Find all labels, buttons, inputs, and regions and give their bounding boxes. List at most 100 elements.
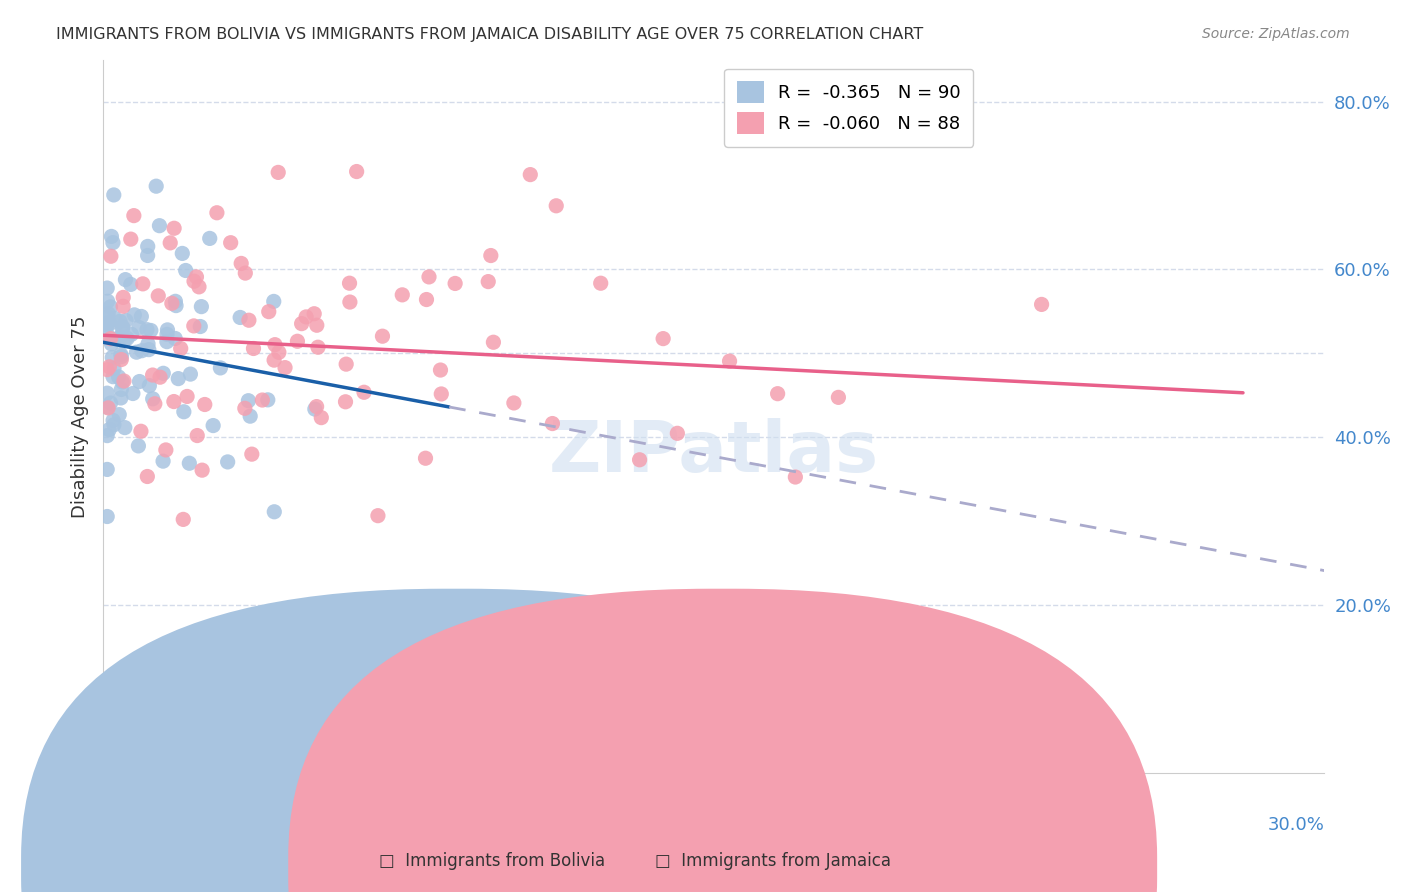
Point (430, 387, 453, 401)
Point (353, 385, 375, 400)
Point (163, 221, 186, 235)
Point (107, 332, 129, 346)
Point (124, 308, 146, 322)
Point (145, 179, 167, 194)
Point (167, 371, 190, 385)
Point (304, 402, 326, 417)
Point (96, 310, 118, 325)
Point (115, 313, 138, 327)
Point (263, 294, 285, 309)
Point (131, 343, 153, 358)
Point (100, 229, 122, 244)
Point (267, 165, 290, 179)
Point (110, 391, 132, 405)
Point (346, 164, 368, 178)
Point (186, 269, 208, 284)
Point (120, 232, 142, 246)
Point (103, 417, 125, 432)
Point (96, 281, 118, 295)
Point (101, 369, 124, 384)
Point (239, 409, 262, 424)
Point (718, 354, 741, 368)
Point (136, 239, 159, 253)
Point (335, 394, 357, 409)
Point (156, 327, 179, 342)
Point (142, 368, 165, 382)
Point (257, 304, 280, 318)
Point (287, 334, 309, 349)
Point (112, 299, 135, 313)
Point (502, 396, 524, 410)
Point (477, 275, 499, 289)
Point (179, 456, 201, 470)
Point (110, 383, 132, 397)
Point (131, 310, 153, 324)
Point (139, 323, 162, 337)
Point (546, 199, 568, 213)
Point (97, 294, 120, 309)
Point (98, 359, 121, 374)
Point (827, 390, 849, 404)
Point (125, 345, 148, 359)
Point (120, 277, 142, 292)
Point (127, 439, 149, 453)
Point (479, 248, 502, 262)
Point (110, 350, 132, 364)
Point (110, 352, 132, 367)
Point (156, 323, 179, 337)
Point (339, 295, 361, 310)
Point (100, 300, 122, 314)
Point (96, 462, 118, 476)
Point (183, 274, 205, 288)
Point (111, 375, 134, 389)
Point (231, 256, 253, 270)
Point (96, 318, 118, 333)
Point (267, 345, 290, 359)
Text: □  Immigrants from Jamaica: □ Immigrants from Jamaica (655, 852, 891, 870)
Point (121, 327, 143, 342)
Point (104, 311, 127, 326)
Point (371, 329, 394, 343)
Point (174, 263, 197, 277)
Point (172, 512, 194, 526)
Point (589, 277, 612, 291)
Text: 30.0%: 30.0% (1268, 816, 1324, 834)
Point (100, 249, 122, 263)
Point (159, 235, 181, 250)
Point (97, 401, 120, 415)
Point (766, 386, 789, 401)
Point (367, 508, 389, 523)
Text: ZIPatlas: ZIPatlas (548, 417, 879, 486)
Point (252, 392, 274, 407)
Point (233, 266, 256, 280)
Point (242, 342, 264, 356)
Point (163, 394, 186, 409)
Point (186, 428, 208, 442)
Text: 0.0%: 0.0% (103, 816, 149, 834)
Point (429, 363, 451, 377)
Point (112, 374, 135, 388)
Point (785, 470, 807, 484)
Point (205, 206, 228, 220)
Point (339, 276, 361, 290)
Point (519, 168, 541, 182)
Point (111, 320, 134, 334)
Point (176, 389, 198, 403)
Point (111, 321, 134, 335)
Point (291, 317, 314, 331)
Point (311, 410, 333, 425)
Point (98, 423, 121, 437)
Point (96, 428, 118, 442)
Point (179, 367, 201, 381)
Point (156, 334, 179, 349)
Point (307, 340, 329, 354)
Point (101, 413, 124, 427)
Point (96, 400, 118, 414)
Point (295, 310, 318, 324)
Point (263, 505, 285, 519)
Point (263, 353, 285, 368)
Point (152, 367, 174, 381)
Point (229, 310, 252, 325)
Point (240, 447, 263, 461)
Point (114, 333, 136, 347)
